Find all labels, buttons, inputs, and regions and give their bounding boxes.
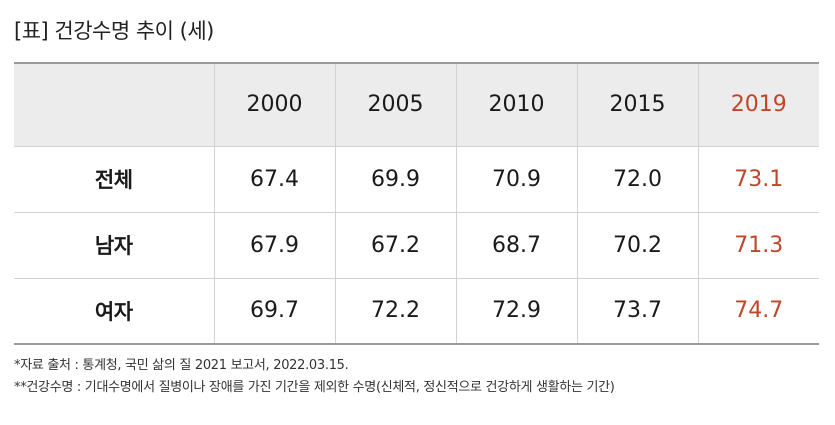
table-cell-highlight: 73.1 xyxy=(697,146,819,213)
header-year-cell: 2000 xyxy=(213,62,335,147)
page-title: [표] 건강수명 추이 (세) xyxy=(14,19,214,43)
table-cell: 73.7 xyxy=(576,278,698,345)
table-row: 전체 67.4 69.9 70.9 72.0 73.1 xyxy=(14,146,819,213)
source-note: *자료 출처 : 통계청, 국민 삶의 질 2021 보고서, 2022.03.… xyxy=(14,358,349,373)
table-cell: 69.7 xyxy=(213,278,335,345)
table-cell-highlight: 71.3 xyxy=(697,212,819,279)
table-cell: 68.7 xyxy=(455,212,577,279)
header-corner-cell xyxy=(14,62,214,147)
row-label: 남자 xyxy=(14,212,214,279)
header-year-cell-highlight: 2019 xyxy=(697,62,819,147)
healthy-life-expectancy-table: 2000 2005 2010 2015 2019 전체 67.4 69.9 70… xyxy=(14,62,819,345)
table-cell: 67.9 xyxy=(213,212,335,279)
table-row: 남자 67.9 67.2 68.7 70.2 71.3 xyxy=(14,212,819,279)
table-cell: 72.9 xyxy=(455,278,577,345)
header-year-cell: 2010 xyxy=(455,62,577,147)
table-cell: 67.2 xyxy=(334,212,456,279)
definition-note: **건강수명 : 기대수명에서 질병이나 장애를 가진 기간을 제외한 수명(신… xyxy=(14,380,615,395)
table-cell: 72.2 xyxy=(334,278,456,345)
table-cell: 67.4 xyxy=(213,146,335,213)
table-cell: 70.9 xyxy=(455,146,577,213)
footnotes: *자료 출처 : 통계청, 국민 삶의 질 2021 보고서, 2022.03.… xyxy=(14,355,615,399)
header-year-cell: 2005 xyxy=(334,62,456,147)
table-cell: 70.2 xyxy=(576,212,698,279)
table-header-row: 2000 2005 2010 2015 2019 xyxy=(14,62,819,147)
table-cell: 72.0 xyxy=(576,146,698,213)
header-year-cell: 2015 xyxy=(576,62,698,147)
row-label: 여자 xyxy=(14,278,214,345)
table-cell: 69.9 xyxy=(334,146,456,213)
table-cell-highlight: 74.7 xyxy=(697,278,819,345)
table-row: 여자 69.7 72.2 72.9 73.7 74.7 xyxy=(14,278,819,345)
row-label: 전체 xyxy=(14,146,214,213)
